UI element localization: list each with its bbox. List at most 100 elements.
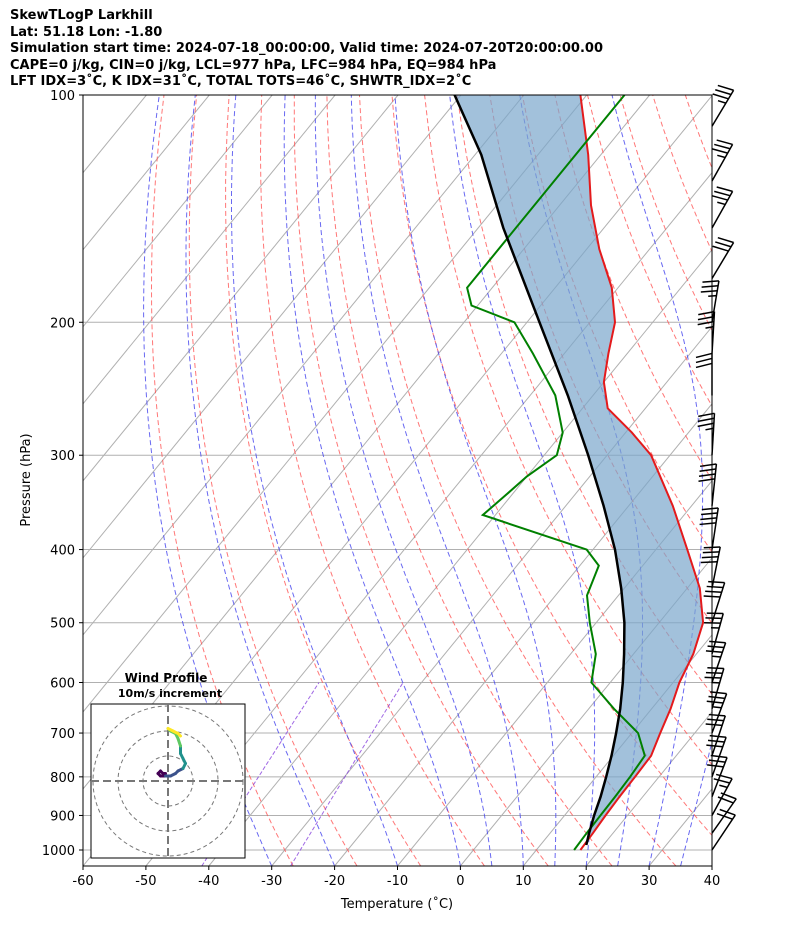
barb-staff [711,778,733,816]
barb-flag [709,640,726,644]
wind-barb [711,139,734,182]
barb-staff [711,144,734,182]
hodograph-inset [90,703,246,859]
mixing-ratio-line [201,682,320,866]
x-tick-label: -30 [261,874,282,889]
barb-staff [711,693,728,734]
isotherm-line [711,865,712,866]
barb-half-flag [717,99,727,104]
barb-flag [699,463,717,468]
x-tick-label: -60 [72,874,93,889]
barb-flag [695,357,713,364]
isotherm-line [0,95,21,866]
isotherm-line [83,95,525,636]
barb-staff [711,613,724,655]
barb-staff [711,642,727,683]
barb-flag [707,718,724,722]
y-axis-label: Pressure (hPa) [19,433,34,526]
dry-adiabat [521,95,712,553]
wind-barb [706,691,728,734]
barb-staff [711,798,737,834]
barb-flag [697,315,715,321]
barb-half-flag [719,784,728,789]
barb-staff [711,280,720,323]
isotherm-line [83,95,84,97]
x-tick-label: 40 [704,874,721,889]
wind-barbs [695,84,737,851]
wind-barb [711,773,733,816]
barb-half-flag [713,706,722,709]
barb-half-flag [712,655,721,658]
barb-flag [705,723,723,727]
barb-flag [712,93,729,100]
barb-half-flag [705,325,714,329]
barb-flag [701,556,719,559]
barb-flag [697,422,715,428]
wind-barb [699,507,719,550]
wind-barb [700,280,720,323]
barb-flag [707,667,724,670]
x-tick-label: -20 [324,874,345,889]
dry-adiabat [750,95,794,866]
dry-adiabat [783,95,794,866]
barb-half-flag [708,294,717,298]
barb-flag [708,695,725,700]
barb-flag [717,84,734,91]
barb-flag [695,352,713,359]
wind-barb [704,667,725,709]
barb-flag [716,139,733,146]
barb-flag [708,580,725,584]
wind-barb [711,792,737,834]
hodograph-segment [176,732,182,738]
barb-flag [715,241,732,248]
wind-barb [711,186,734,229]
moist-adiabat [350,95,524,866]
barb-half-flag [717,154,726,159]
barb-staff [711,546,721,589]
barb-flag [717,796,734,804]
dewpoint-line [466,95,646,851]
barb-flag [695,362,713,369]
x-tick-label: 0 [456,874,464,889]
isotherm-line [397,480,712,866]
barb-flag [704,676,722,679]
isotherm-line [83,95,210,251]
y-tick-label: 600 [50,677,75,692]
barb-flag [698,478,715,482]
wind-barb [705,640,727,683]
x-axis-label: Temperature (˚C) [340,896,453,912]
barb-flag [700,289,718,293]
barb-flag [706,700,724,704]
barb-flag [711,194,728,201]
barb-staff [711,737,727,778]
dry-adiabat [359,95,677,866]
dry-adiabat [391,95,712,837]
barb-staff [711,413,716,456]
isotherm-line [83,95,588,713]
wind-barb [697,412,716,456]
barb-flag [701,285,719,288]
barb-flag [699,522,717,526]
barb-flag [714,190,731,197]
hodograph-plot [91,704,245,858]
y-tick-label: 700 [50,727,75,742]
cape-line: CAPE=0 j/kg, CIN=0 j/kg, LCL=977 hPa, LF… [10,57,497,73]
barb-flag [698,310,715,316]
moist-adiabat [314,95,493,866]
hodograph-subtitle: 10m/s increment [118,687,222,700]
barb-flag [697,320,715,326]
dry-adiabat [150,95,294,866]
dry-adiabat [293,95,549,866]
dry-adiabat [259,95,485,866]
barb-flag [705,671,723,675]
barb-flag [706,585,724,589]
isotherm-line [83,95,273,328]
x-tick-label: 10 [515,874,532,889]
barb-flag [716,186,733,193]
moist-adiabat [185,95,336,866]
dry-adiabat [326,95,613,866]
mixing-ratio-line [290,682,404,866]
hodograph-title: Wind Profile [125,671,208,685]
barb-staff [711,242,735,279]
dry-adiabat [652,95,712,253]
